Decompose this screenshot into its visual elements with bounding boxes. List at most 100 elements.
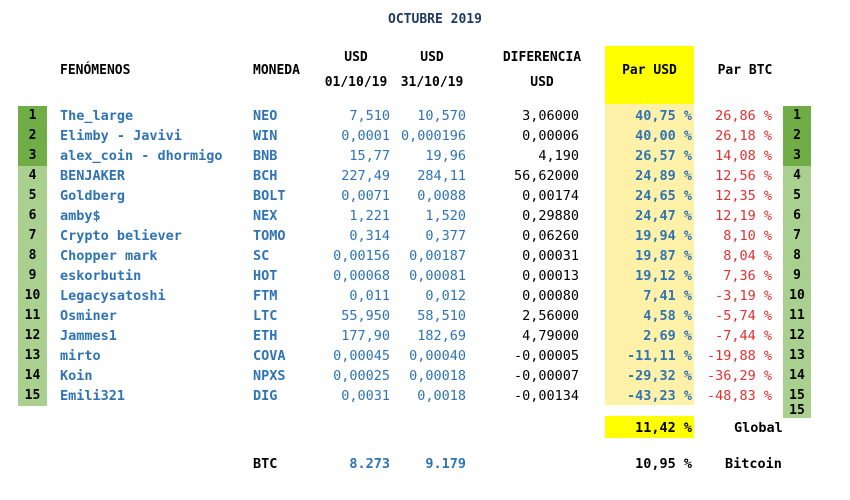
par-btc-value: -19,88 %: [706, 348, 772, 364]
par-usd-value: 2,69 %: [643, 328, 692, 344]
player-name: Crypto believer: [60, 228, 182, 244]
coin-ticker: NEO: [253, 108, 278, 124]
usd-difference: -0,00134: [513, 388, 579, 404]
rank-right-cell: 2: [783, 126, 811, 146]
player-name: Legacysatoshi: [60, 288, 166, 304]
header-usd1-currency: USD: [344, 50, 368, 65]
rank-right-cell: 10: [783, 286, 811, 306]
rank-right-cell: 12: [783, 326, 811, 346]
coin-ticker: NEX: [253, 208, 278, 224]
usd-difference: 0,00006: [522, 128, 579, 144]
rank-left-cell: 4: [18, 166, 47, 186]
par-usd-value: 40,00 %: [635, 128, 692, 144]
player-name: Osminer: [60, 308, 117, 324]
header-diferencia-unit: USD: [530, 75, 554, 90]
par-usd-value: 24,47 %: [635, 208, 692, 224]
player-name: alex_coin - dhormigo: [60, 148, 223, 164]
par-usd-value: 40,75 %: [635, 108, 692, 124]
usd-difference: 0,29880: [522, 208, 579, 224]
par-usd-column-bg: [605, 104, 694, 405]
page-title: OCTUBRE 2019: [388, 12, 482, 27]
btc-usd1: 8.273: [349, 456, 390, 472]
par-usd-value: -11,11 %: [626, 348, 692, 364]
usd-difference: 2,56000: [522, 308, 579, 324]
usd-difference: 56,62000: [513, 168, 579, 184]
usd-start-price: 177,90: [341, 328, 390, 344]
par-btc-value: -48,83 %: [706, 388, 772, 404]
header-usd2-currency: USD: [420, 50, 444, 65]
rank-right-cell: 15: [783, 386, 811, 406]
usd-end-price: 182,69: [417, 328, 466, 344]
usd-end-price: 10,570: [417, 108, 466, 124]
rank-right-cell: 4: [783, 166, 811, 186]
usd-difference: -0,00007: [513, 368, 579, 384]
usd-end-price: 58,510: [417, 308, 466, 324]
par-btc-value: 7,36 %: [723, 268, 772, 284]
usd-start-price: 0,00156: [333, 248, 390, 264]
coin-ticker: ETH: [253, 328, 278, 344]
rank-right-cell: 5: [783, 186, 811, 206]
usd-end-price: 0,377: [425, 228, 466, 244]
coin-ticker: TOMO: [253, 228, 286, 244]
coin-ticker: BNB: [253, 148, 278, 164]
btc-coin: BTC: [253, 456, 278, 472]
rank-left-cell: 12: [18, 326, 47, 346]
rank-left-cell: 3: [18, 146, 47, 166]
header-moneda: MONEDA: [253, 63, 300, 78]
rank-left-cell: 7: [18, 226, 47, 246]
par-btc-value: 26,18 %: [715, 128, 772, 144]
player-name: Goldberg: [60, 188, 126, 204]
usd-end-price: 0,0088: [417, 188, 466, 204]
rank-left-cell: 11: [18, 306, 47, 326]
par-usd-header-cell: [605, 46, 694, 104]
extra-rank-cell: 15: [783, 404, 811, 418]
usd-end-price: 19,96: [425, 148, 466, 164]
player-name: amby$: [60, 208, 101, 224]
player-name: BENJAKER: [60, 168, 126, 184]
btc-value: 10,95 %: [635, 456, 692, 472]
player-name: Emili321: [60, 388, 126, 404]
player-name: mirto: [60, 348, 101, 364]
par-btc-value: 26,86 %: [715, 108, 772, 124]
coin-ticker: NPXS: [253, 368, 286, 384]
player-name: Jammes1: [60, 328, 117, 344]
rank-right-cell: 1: [783, 106, 811, 126]
player-name: Chopper mark: [60, 248, 158, 264]
usd-difference: 0,00031: [522, 248, 579, 264]
rank-right-cell: 11: [783, 306, 811, 326]
par-usd-value: 19,87 %: [635, 248, 692, 264]
usd-end-price: 0,00040: [409, 348, 466, 364]
par-btc-value: -5,74 %: [715, 308, 772, 324]
par-usd-value: 24,89 %: [635, 168, 692, 184]
rank-left-cell: 10: [18, 286, 47, 306]
par-usd-value: 19,94 %: [635, 228, 692, 244]
usd-start-price: 55,950: [341, 308, 390, 324]
usd-end-price: 0,00081: [409, 268, 466, 284]
usd-difference: 0,00013: [522, 268, 579, 284]
usd-difference: 0,06260: [522, 228, 579, 244]
player-name: eskorbutin: [60, 268, 142, 284]
btc-label: Bitcoin: [725, 456, 782, 472]
rank-right-cell: 9: [783, 266, 811, 286]
usd-difference: 3,06000: [522, 108, 579, 124]
btc-usd2: 9.179: [425, 456, 466, 472]
rank-right-cell: 14: [783, 366, 811, 386]
rank-right-cell: 8: [783, 246, 811, 266]
rank-left-cell: 15: [18, 386, 47, 406]
player-name: Koin: [60, 368, 93, 384]
coin-ticker: SC: [253, 248, 270, 264]
par-btc-value: 12,56 %: [715, 168, 772, 184]
usd-start-price: 0,0031: [341, 388, 390, 404]
rank-left-cell: 9: [18, 266, 47, 286]
coin-ticker: HOT: [253, 268, 278, 284]
rank-left-cell: 14: [18, 366, 47, 386]
header-par-usd: Par USD: [622, 63, 677, 78]
rank-left-cell: 6: [18, 206, 47, 226]
usd-end-price: 0,00187: [409, 248, 466, 264]
usd-difference: 0,00174: [522, 188, 579, 204]
par-btc-value: -3,19 %: [715, 288, 772, 304]
usd-end-price: 284,11: [417, 168, 466, 184]
usd-difference: 4,79000: [522, 328, 579, 344]
player-name: The_large: [60, 108, 134, 124]
rank-left-cell: 2: [18, 126, 47, 146]
